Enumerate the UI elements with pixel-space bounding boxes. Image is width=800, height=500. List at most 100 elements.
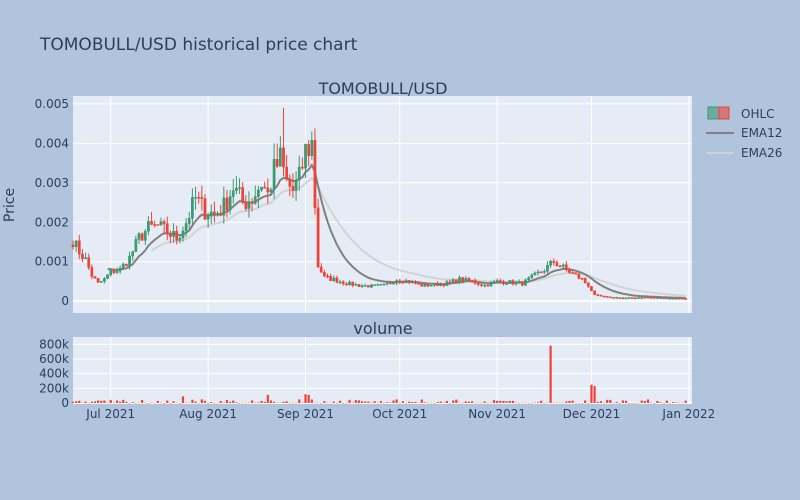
price-y-ticks: 0 0.001 0.002 0.003 0.004 0.005 — [35, 97, 69, 308]
candle-body — [225, 197, 229, 211]
candle-body — [448, 281, 452, 284]
x-tick-label: Oct 2021 — [372, 407, 427, 421]
volume-y-tick-label: 200k — [39, 381, 69, 395]
legend-item-ema12[interactable]: EMA12 — [706, 126, 782, 140]
volume-bar — [577, 402, 580, 404]
legend-ohlc-increasing-swatch — [707, 106, 720, 120]
volume-y-tick-label: 0 — [61, 396, 69, 410]
volume-bar — [508, 400, 511, 403]
volume-bar — [552, 402, 555, 404]
candle-body — [216, 213, 219, 215]
candle-body — [656, 297, 659, 299]
volume-bar — [398, 402, 401, 404]
volume-bar — [291, 402, 295, 404]
candle-body — [473, 280, 477, 284]
candle-body — [652, 297, 656, 299]
volume-bar — [213, 402, 216, 404]
volume-bar — [646, 399, 650, 403]
candle-body — [307, 144, 311, 156]
candle-body — [244, 201, 248, 209]
volume-bar — [254, 402, 257, 404]
candle-body — [373, 284, 377, 286]
volume-bar — [219, 401, 222, 403]
volume-bar — [238, 402, 241, 404]
volume-bar — [621, 400, 624, 403]
volume-bar — [558, 402, 562, 404]
volume-bar — [562, 402, 565, 404]
volume-bar — [634, 402, 637, 404]
volume-bar — [332, 401, 335, 403]
volume-bar — [543, 402, 546, 404]
candle-body — [549, 260, 552, 266]
volume-bar — [423, 402, 427, 403]
candle-body — [480, 284, 483, 286]
volume-bar — [137, 402, 141, 404]
volume-bar — [323, 401, 326, 403]
volume-bar — [244, 402, 247, 404]
candle-body — [147, 221, 150, 232]
volume-bar — [518, 402, 521, 404]
candle-body — [112, 269, 116, 273]
candle-body — [77, 240, 81, 255]
volume-bar — [285, 401, 288, 403]
candle-body — [530, 274, 534, 278]
candle-body — [134, 239, 138, 252]
volume-bar — [480, 402, 483, 404]
volume-bar — [367, 401, 370, 403]
candle-body — [527, 277, 530, 281]
legend-item-ema26[interactable]: EMA26 — [706, 146, 782, 160]
legend-label-ohlc: OHLC — [741, 107, 775, 121]
candle-body — [489, 282, 493, 287]
volume-bar — [492, 400, 496, 403]
volume-bar — [574, 402, 577, 404]
candle-body — [627, 297, 631, 299]
candle-body — [445, 281, 449, 286]
price-subplot-title: TOMOBULL/USD — [318, 79, 448, 98]
volume-bar — [351, 402, 354, 404]
candle-body — [291, 186, 295, 191]
candle-body — [649, 297, 653, 299]
legend-item-ohlc[interactable]: OHLC — [707, 106, 775, 121]
volume-bar — [477, 402, 480, 404]
candle-body — [571, 272, 574, 274]
candle-body — [181, 230, 185, 239]
volume-bar — [502, 400, 505, 403]
candle-body — [169, 233, 172, 237]
candle-body — [580, 278, 584, 280]
volume-bar — [159, 402, 163, 404]
candle-body — [247, 201, 251, 209]
x-tick-label: Nov 2021 — [468, 407, 526, 421]
chart-legend[interactable]: OHLC EMA12 EMA26 — [706, 106, 782, 160]
volume-bar — [357, 400, 361, 403]
candle-body — [432, 282, 436, 286]
volume-bar — [602, 402, 606, 404]
volume-bar — [97, 400, 100, 403]
candle-body — [681, 297, 684, 300]
candle-body — [417, 283, 420, 285]
candle-body — [354, 284, 358, 286]
volume-bar — [584, 400, 587, 403]
candle-body — [84, 257, 87, 259]
volume-bar — [540, 400, 543, 403]
candle-body — [436, 282, 439, 286]
volume-bar — [257, 402, 260, 403]
candle-body — [590, 286, 593, 292]
volume-bar — [122, 399, 125, 403]
volume-bar — [662, 402, 665, 404]
volume-bar — [320, 402, 323, 404]
volume-bar — [606, 399, 609, 403]
candle-body — [87, 257, 91, 268]
volume-bar — [461, 402, 464, 404]
volume-bar — [304, 394, 307, 403]
volume-bar — [178, 402, 181, 404]
candle-body — [272, 159, 276, 190]
volume-bar — [313, 402, 317, 404]
candle-body — [533, 272, 537, 276]
volume-bar — [288, 402, 291, 404]
volume-bar — [640, 400, 643, 403]
candle-body — [360, 285, 364, 287]
candle-body — [93, 276, 97, 279]
candle-body — [612, 297, 615, 299]
volume-bar — [78, 400, 81, 403]
